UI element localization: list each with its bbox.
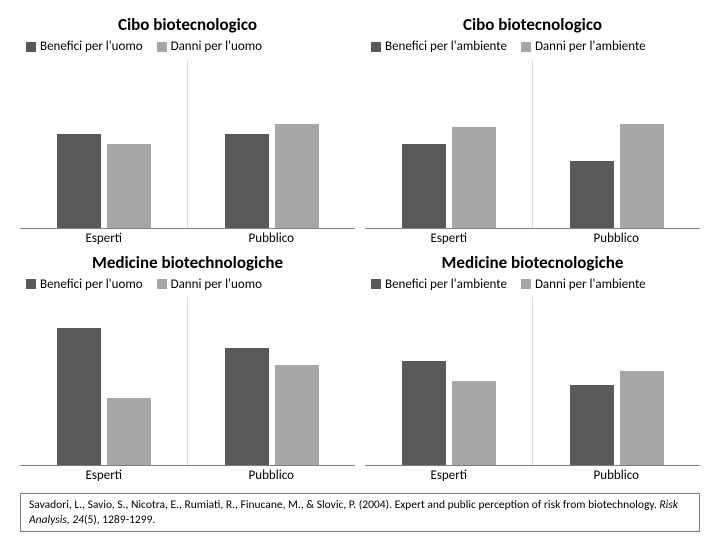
x-label: Esperti [365,231,533,246]
legend-label: Danni per l'ambiente [535,277,646,292]
legend-swatch [157,279,167,289]
chart-grid: Cibo biotecnologico Benefici per l'uomo Da… [20,14,700,483]
legend-item: Benefici per l'uomo [26,39,143,54]
legend-item: Danni per l'ambiente [521,277,646,292]
x-axis-labels: EspertiPubblico [20,231,355,246]
legend-swatch [521,279,531,289]
bar [275,124,319,228]
x-axis-labels: EspertiPubblico [20,468,355,483]
x-label: Pubblico [533,231,701,246]
legend-item: Benefici per l'uomo [26,277,143,292]
x-axis-labels: EspertiPubblico [365,468,700,483]
plot-area [365,298,700,467]
chart-1: Cibo biotecnologico Benefici per l'ambien… [365,14,700,246]
bar-group [188,298,355,466]
legend-swatch [26,42,36,52]
bar-group [188,60,355,228]
citation-box: Savadori, L., Savio, S., Nicotra, E., Ru… [20,493,700,532]
x-label: Esperti [20,468,188,483]
legend: Benefici per l'ambiente Danni per l'ambie… [365,39,700,54]
x-label: Esperti [365,468,533,483]
chart-0: Cibo biotecnologico Benefici per l'uomo Da… [20,14,355,246]
legend-swatch [371,279,381,289]
citation-authors: Savadori, L., Savio, S., Nicotra, E., Ru… [29,498,392,512]
legend: Benefici per l'ambiente Danni per l'ambie… [365,277,700,292]
bar [570,385,614,465]
legend-label: Benefici per l'ambiente [385,277,507,292]
bar [452,381,496,465]
x-label: Pubblico [188,468,356,483]
legend-label: Danni per l'uomo [171,39,262,54]
bar [275,365,319,466]
legend-item: Benefici per l'ambiente [371,39,507,54]
chart-2: Medicine biotechnologiche Benefici per l'… [20,252,355,484]
legend-item: Benefici per l'ambiente [371,277,507,292]
chart-title: Medicine biotecnologiche [365,252,700,273]
bar [57,328,101,465]
bar [620,371,664,465]
x-label: Esperti [20,231,188,246]
legend-label: Benefici per l'uomo [40,277,143,292]
bar [107,144,151,228]
bar [225,348,269,465]
bar [402,361,446,465]
x-label: Pubblico [188,231,356,246]
x-axis-labels: EspertiPubblico [365,231,700,246]
chart-title: Cibo biotecnologico [20,14,355,35]
legend: Benefici per l'uomo Danni per l'uomo [20,277,355,292]
legend: Benefici per l'uomo Danni per l'uomo [20,39,355,54]
bar-group [365,298,533,466]
legend-label: Danni per l'uomo [171,277,262,292]
legend-swatch [371,42,381,52]
bar-group [533,298,700,466]
bar [57,134,101,228]
legend-swatch [157,42,167,52]
plot-area [20,60,355,229]
legend-label: Benefici per l'ambiente [385,39,507,54]
plot-area [365,60,700,229]
bar [225,134,269,228]
legend-item: Danni per l'uomo [157,39,262,54]
bar-group [20,298,188,466]
bar [452,127,496,228]
bar-group [20,60,188,228]
chart-title: Medicine biotechnologiche [20,252,355,273]
legend-swatch [26,279,36,289]
bar [402,144,446,228]
legend-item: Danni per l'ambiente [521,39,646,54]
bar [107,398,151,465]
x-label: Pubblico [533,468,701,483]
bar-group [365,60,533,228]
legend-swatch [521,42,531,52]
bar [620,124,664,228]
citation-pages: (5), 1289-1299. [84,513,155,527]
legend-label: Benefici per l'uomo [40,39,143,54]
citation-title: Expert and public perception of risk fro… [395,498,657,512]
legend-item: Danni per l'uomo [157,277,262,292]
bar-group [533,60,700,228]
bar [570,161,614,228]
chart-title: Cibo biotecnologico [365,14,700,35]
legend-label: Danni per l'ambiente [535,39,646,54]
plot-area [20,298,355,467]
chart-3: Medicine biotecnologiche Benefici per l'a… [365,252,700,484]
